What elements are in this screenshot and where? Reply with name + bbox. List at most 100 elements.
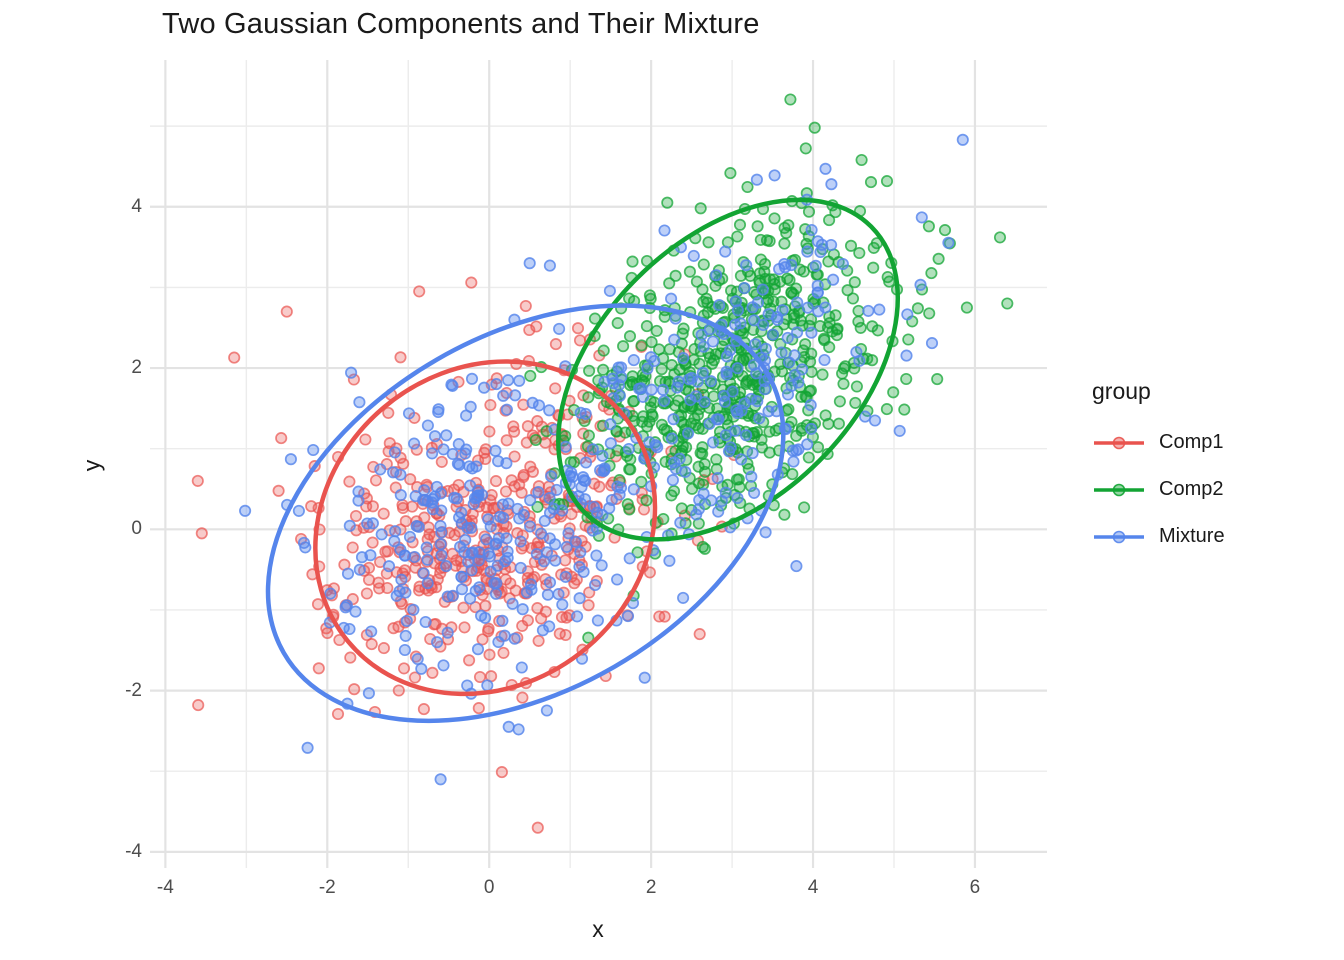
legend-label-comp2: Comp2 [1159,478,1224,500]
data-point-mixture [417,567,430,580]
data-point-mixture [748,486,761,499]
data-point-comp2 [785,286,798,300]
data-point-mixture [389,525,402,538]
data-point-comp1 [693,628,706,641]
data-point-mixture [720,365,733,378]
data-point-mixture [751,395,764,408]
data-point-mixture [753,412,766,425]
data-point-mixture [762,308,775,321]
data-point-comp1 [312,662,325,675]
data-point-comp2 [931,373,944,386]
data-point-mixture [479,611,492,624]
data-point-comp2 [583,364,596,377]
data-point-comp2 [669,269,682,282]
legend-entry-comp2: Comp2 [1092,476,1332,503]
data-point-mixture [801,438,814,451]
data-point-comp1 [195,527,208,540]
data-point-comp1 [359,433,372,446]
data-point-comp2 [754,253,767,266]
data-point-mixture [850,346,863,359]
data-point-comp2 [811,441,825,454]
data-point-mixture [604,418,617,431]
data-point-comp1 [483,425,496,438]
data-point-comp1 [369,474,383,487]
data-point-mixture [421,577,434,590]
data-point-mixture [604,437,617,450]
data-point-comp1 [457,601,470,614]
data-point-comp2 [706,301,719,314]
data-point-mixture [441,626,454,639]
data-point-comp2 [744,479,757,493]
data-point-mixture [805,422,818,435]
data-point-mixture [651,441,664,454]
data-point-mixture [589,578,602,592]
data-point-mixture [352,494,365,507]
data-point-mixture [455,570,468,583]
data-point-comp1 [366,500,379,513]
data-point-mixture [547,502,560,515]
data-point-mixture [710,269,723,282]
data-point-comp2 [830,323,844,336]
data-point-comp1 [410,443,423,456]
data-point-comp1 [413,584,426,597]
data-point-mixture [393,585,406,598]
data-point-comp1 [508,425,521,438]
data-point-comp1 [418,511,431,524]
data-point-mixture [492,455,505,468]
data-point-comp2 [778,237,791,250]
legend-key-point-icon [1112,436,1126,449]
data-point-comp2 [731,230,744,243]
data-point-mixture [543,259,556,272]
data-point-mixture [512,723,525,736]
data-point-comp1 [524,460,537,473]
data-point-comp2 [650,324,663,337]
data-point-comp1 [531,415,544,428]
data-point-mixture [677,591,690,604]
data-point-comp2 [867,261,880,274]
data-point-mixture [407,603,420,616]
data-point-comp2 [531,500,544,513]
data-point-mixture [738,397,751,410]
data-point-mixture [520,586,533,599]
data-point-comp2 [529,433,542,447]
data-point-mixture [461,522,474,535]
data-point-mixture [598,463,611,477]
data-point-mixture [543,620,556,633]
data-point-comp2 [823,214,836,227]
data-point-comp2 [694,202,707,215]
data-point-mixture [693,493,706,507]
data-point-comp2 [644,292,657,305]
data-point-comp1 [397,662,411,675]
data-point-mixture [352,485,365,498]
data-point-comp2 [855,153,868,167]
data-point-mixture [301,741,314,754]
data-point-comp2 [697,258,710,271]
data-point-mixture [710,413,723,426]
data-point-mixture [574,546,587,559]
data-point-comp2 [784,93,797,106]
data-point-mixture [514,561,527,574]
data-point-mixture [553,322,566,335]
data-point-mixture [776,304,789,317]
data-point-comp2 [798,501,811,514]
data-point-comp2 [849,396,862,409]
data-point-comp2 [852,304,865,317]
data-point-comp2 [597,344,610,357]
data-point-comp2 [808,121,821,134]
data-point-mixture [523,257,536,270]
data-point-mixture [489,587,503,600]
data-point-mixture [757,318,770,332]
data-point-comp2 [659,455,672,468]
data-point-comp2 [802,205,816,218]
data-point-mixture [500,532,513,545]
data-point-mixture [324,587,337,600]
legend-key-mixture [1094,530,1144,543]
data-point-mixture [658,224,671,237]
data-point-mixture [577,565,590,578]
data-point-mixture [458,546,471,559]
data-point-mixture [722,445,736,458]
data-point-comp2 [678,401,691,414]
data-point-comp2 [661,196,674,209]
x-axis-title: x [592,916,604,942]
data-point-comp2 [690,275,703,288]
